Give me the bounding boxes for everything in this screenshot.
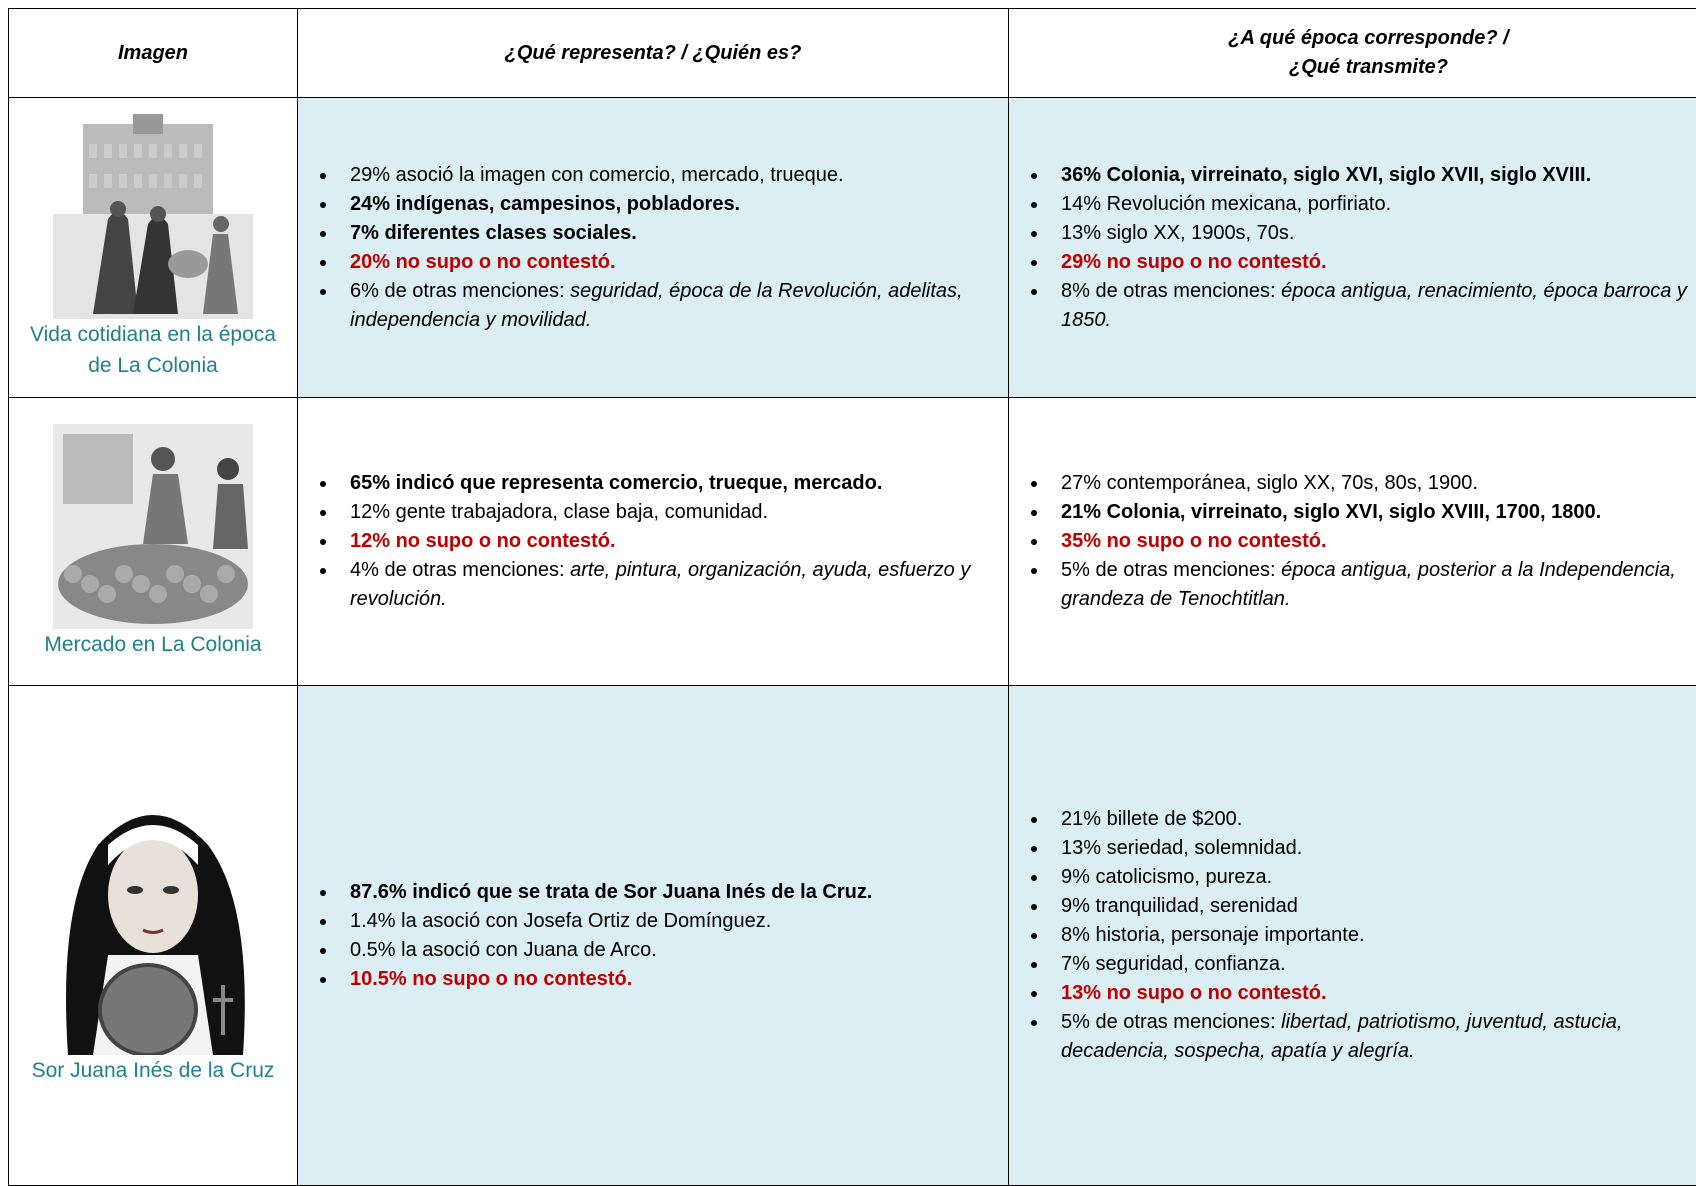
bullet-item: 4% de otras menciones: arte, pintura, or… <box>338 556 996 614</box>
image-caption: Mercado en La Colonia <box>9 629 297 660</box>
item-text: 24% indígenas, campesinos, pobladores. <box>350 193 740 215</box>
item-text: 27% contemporánea, siglo XX, 70s, 80s, 1… <box>1061 472 1478 494</box>
item-text: 8% de otras menciones: <box>1061 280 1281 302</box>
meaning-cell: 65% indicó que representa comercio, true… <box>298 398 1009 686</box>
bullet-item: 7% seguridad, confianza. <box>1049 950 1696 979</box>
item-text: 10.5% no supo o no contestó. <box>350 968 632 990</box>
item-text: 8% historia, personaje importante. <box>1061 924 1365 946</box>
item-text: 87.6% indicó que se trata de Sor Juana I… <box>350 881 872 903</box>
bullet-list: 29% asoció la imagen con comercio, merca… <box>298 161 1008 335</box>
item-text: 5% de otras menciones: <box>1061 1011 1281 1033</box>
header-meaning: ¿Qué representa? / ¿Quién es? <box>298 9 1009 98</box>
bullet-item: 35% no supo o no contestó. <box>1049 527 1696 556</box>
bullet-item: 21% billete de $200. <box>1049 805 1696 834</box>
bullet-item: 13% siglo XX, 1900s, 70s. <box>1049 219 1696 248</box>
image-cell: Sor Juana Inés de la Cruz <box>9 686 298 1186</box>
item-text: 6% de otras menciones: <box>350 280 570 302</box>
item-text: 13% siglo XX, 1900s, 70s. <box>1061 222 1294 244</box>
bullet-item: 29% asoció la imagen con comercio, merca… <box>338 161 996 190</box>
survey-table: Imagen ¿Qué representa? / ¿Quién es? ¿A … <box>8 8 1696 1186</box>
bullet-item: 7% diferentes clases sociales. <box>338 219 996 248</box>
bullet-item: 87.6% indicó que se trata de Sor Juana I… <box>338 878 996 907</box>
bullet-list: 36% Colonia, virreinato, siglo XVI, sigl… <box>1009 161 1696 335</box>
item-text: 21% Colonia, virreinato, siglo XVI, sigl… <box>1061 501 1601 523</box>
epoch-cell: 21% billete de $200. 13% seriedad, solemn… <box>1009 686 1696 1186</box>
bullet-item: 14% Revolución mexicana, porfiriato. <box>1049 190 1696 219</box>
table-wrap: Imagen ¿Qué representa? / ¿Quién es? ¿A … <box>8 8 1696 1186</box>
bullet-item: 21% Colonia, virreinato, siglo XVI, sigl… <box>1049 498 1696 527</box>
bullet-item: 29% no supo o no contestó. <box>1049 248 1696 277</box>
epoch-cell: 36% Colonia, virreinato, siglo XVI, sigl… <box>1009 98 1696 398</box>
bullet-item: 9% tranquilidad, serenidad <box>1049 892 1696 921</box>
item-text: 12% no supo o no contestó. <box>350 530 616 552</box>
table-row: Sor Juana Inés de la Cruz 87.6% indicó qu… <box>9 686 1696 1186</box>
bullet-item: 5% de otras menciones: libertad, patriot… <box>1049 1008 1696 1066</box>
item-text: 0.5% la asoció con Juana de Arco. <box>350 939 657 961</box>
item-text: 9% tranquilidad, serenidad <box>1061 895 1298 917</box>
item-text: 20% no supo o no contestó. <box>350 251 616 273</box>
bullet-item: 13% no supo o no contestó. <box>1049 979 1696 1008</box>
meaning-cell: 87.6% indicó que se trata de Sor Juana I… <box>298 686 1009 1186</box>
epoch-cell: 27% contemporánea, siglo XX, 70s, 80s, 1… <box>1009 398 1696 686</box>
bullet-item: 27% contemporánea, siglo XX, 70s, 80s, 1… <box>1049 469 1696 498</box>
image-mercado <box>53 424 253 629</box>
item-text: 29% no supo o no contestó. <box>1061 251 1327 273</box>
image-sor-juana <box>38 785 268 1055</box>
item-text: 7% diferentes clases sociales. <box>350 222 637 244</box>
item-text: 35% no supo o no contestó. <box>1061 530 1327 552</box>
bullet-item: 1.4% la asoció con Josefa Ortiz de Domín… <box>338 907 996 936</box>
bullet-item: 24% indígenas, campesinos, pobladores. <box>338 190 996 219</box>
image-cell: Mercado en La Colonia <box>9 398 298 686</box>
image-cell: Vida cotidiana en la época de La Colonia <box>9 98 298 398</box>
header-image: Imagen <box>9 9 298 98</box>
item-text: 4% de otras menciones: <box>350 559 570 581</box>
item-text: 21% billete de $200. <box>1061 808 1242 830</box>
header-epoch: ¿A qué época corresponde? / ¿Qué transmit… <box>1009 9 1696 98</box>
bullet-item: 65% indicó que representa comercio, true… <box>338 469 996 498</box>
header-line: ¿A qué época corresponde? / <box>1228 27 1508 49</box>
item-text: 65% indicó que representa comercio, true… <box>350 472 882 494</box>
bullet-item: 8% de otras menciones: época antigua, re… <box>1049 277 1696 335</box>
bullet-list: 27% contemporánea, siglo XX, 70s, 80s, 1… <box>1009 469 1696 614</box>
bullet-list: 21% billete de $200. 13% seriedad, solemn… <box>1009 805 1696 1066</box>
bullet-item: 10.5% no supo o no contestó. <box>338 965 996 994</box>
bullet-list: 65% indicó que representa comercio, true… <box>298 469 1008 614</box>
header-line: ¿Qué transmite? <box>1289 56 1448 78</box>
bullet-item: 13% seriedad, solemnidad. <box>1049 834 1696 863</box>
table-row: Vida cotidiana en la época de La Colonia… <box>9 98 1696 398</box>
bullet-item: 8% historia, personaje importante. <box>1049 921 1696 950</box>
bullet-item: 5% de otras menciones: época antigua, po… <box>1049 556 1696 614</box>
image-caption: Sor Juana Inés de la Cruz <box>9 1055 297 1086</box>
bullet-item: 0.5% la asoció con Juana de Arco. <box>338 936 996 965</box>
item-text: 13% seriedad, solemnidad. <box>1061 837 1302 859</box>
image-colonia <box>53 114 253 319</box>
item-text: 12% gente trabajadora, clase baja, comun… <box>350 501 768 523</box>
table-row: Mercado en La Colonia 65% indicó que repr… <box>9 398 1696 686</box>
image-caption: Vida cotidiana en la época de La Colonia <box>9 319 297 381</box>
header-row: Imagen ¿Qué representa? / ¿Quién es? ¿A … <box>9 9 1696 98</box>
item-text: 7% seguridad, confianza. <box>1061 953 1286 975</box>
bullet-item: 36% Colonia, virreinato, siglo XVI, sigl… <box>1049 161 1696 190</box>
bullet-list: 87.6% indicó que se trata de Sor Juana I… <box>298 878 1008 994</box>
bullet-item: 12% gente trabajadora, clase baja, comun… <box>338 498 996 527</box>
bullet-item: 9% catolicismo, pureza. <box>1049 863 1696 892</box>
item-text: 9% catolicismo, pureza. <box>1061 866 1272 888</box>
item-text: 29% asoció la imagen con comercio, merca… <box>350 164 844 186</box>
item-text: 1.4% la asoció con Josefa Ortiz de Domín… <box>350 910 771 932</box>
item-text: 13% no supo o no contestó. <box>1061 982 1327 1004</box>
bullet-item: 12% no supo o no contestó. <box>338 527 996 556</box>
meaning-cell: 29% asoció la imagen con comercio, merca… <box>298 98 1009 398</box>
bullet-item: 6% de otras menciones: seguridad, época … <box>338 277 996 335</box>
item-text: 14% Revolución mexicana, porfiriato. <box>1061 193 1391 215</box>
item-text: 5% de otras menciones: <box>1061 559 1281 581</box>
item-text: 36% Colonia, virreinato, siglo XVI, sigl… <box>1061 164 1591 186</box>
bullet-item: 20% no supo o no contestó. <box>338 248 996 277</box>
